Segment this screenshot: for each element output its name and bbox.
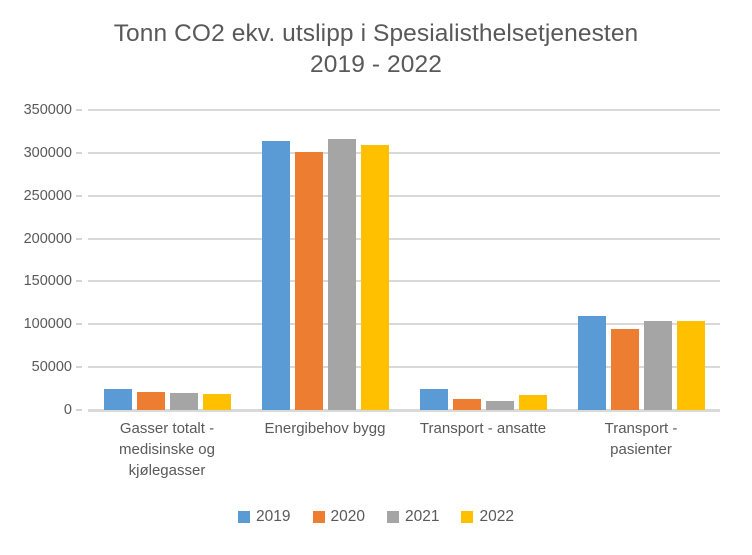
legend-item-2020[interactable]: 2020 <box>312 508 365 525</box>
y-axis-tick-mark <box>76 237 82 240</box>
x-axis-label-line: medisinske og <box>119 441 215 458</box>
bar-2019[interactable] <box>103 389 132 410</box>
legend-swatch-icon <box>238 511 251 523</box>
y-axis-tick-label: 250000 <box>23 187 72 204</box>
x-axis-label-line: Transport - <box>604 420 678 437</box>
bar-2021[interactable] <box>485 401 514 410</box>
chart-legend: 2019 2020 2021 2022 <box>0 509 752 525</box>
bar-slot <box>360 110 389 410</box>
y-axis-tick-mark <box>76 194 82 197</box>
bar-2020[interactable] <box>294 152 323 410</box>
y-axis: 350000 300000 250000 200000 150000 100000 5000… <box>0 103 82 417</box>
bar-2022[interactable] <box>360 145 389 410</box>
bar-slot <box>577 110 606 410</box>
bar-2020[interactable] <box>452 398 481 410</box>
bar-2022[interactable] <box>202 393 231 410</box>
legend-label: 2022 <box>479 508 514 525</box>
x-axis-label-line: Gasser totalt - <box>119 420 215 437</box>
bar-slot <box>261 110 290 410</box>
x-axis-label-line: kjølegasser <box>128 462 206 479</box>
bar-2020[interactable] <box>136 392 165 410</box>
bar-slot <box>327 110 356 410</box>
bar-2019[interactable] <box>261 140 290 410</box>
bar-group <box>562 110 720 410</box>
x-axis-label-line: pasienter <box>610 441 672 458</box>
y-axis-tick-mark <box>76 151 82 154</box>
bar-slot <box>518 110 547 410</box>
bar-slot <box>610 110 639 410</box>
legend-swatch-icon <box>387 511 399 523</box>
x-axis-line <box>88 409 720 412</box>
y-axis-tick-label: 350000 <box>23 102 72 118</box>
bar-groups <box>88 110 720 410</box>
bar-2022[interactable] <box>518 395 547 410</box>
x-axis-label-line: Transport - ansatte <box>419 420 547 437</box>
bar-slot <box>103 110 132 410</box>
legend-item-2019[interactable]: 2019 <box>238 508 291 525</box>
x-axis-category-label: Transport - ansatte <box>404 418 562 481</box>
y-axis-tick-mark <box>76 109 82 111</box>
plot-area <box>88 109 720 412</box>
y-axis-tick-label: 100000 <box>23 316 72 333</box>
y-axis-tick-label: 200000 <box>23 230 72 247</box>
legend-item-2021[interactable]: 2021 <box>387 509 439 525</box>
bar-2021[interactable] <box>327 139 356 410</box>
bar-2020[interactable] <box>610 329 639 410</box>
gridline <box>88 323 720 326</box>
bar-group <box>246 110 404 410</box>
legend-label: 2021 <box>405 508 440 525</box>
x-axis-labels: Gasser totalt - medisinske og kjølegasser E… <box>88 418 720 481</box>
y-axis-tick-mark <box>76 323 82 326</box>
gridline <box>88 366 720 369</box>
y-axis-tick-label: 150000 <box>23 273 72 290</box>
bar-2021[interactable] <box>169 392 198 410</box>
bar-2021[interactable] <box>643 320 672 410</box>
x-axis-label-line: Energibehov bygg <box>264 420 386 437</box>
legend-label: 2020 <box>330 508 365 525</box>
bar-slot <box>485 110 514 410</box>
gridline <box>88 109 720 111</box>
y-axis-tick-label: 50000 <box>31 359 72 376</box>
bar-slot <box>136 110 165 410</box>
chart-title-line-1: Tonn CO2 ekv. utslipp i Spesialisthelset… <box>113 20 639 47</box>
x-axis-category-label: Energibehov bygg <box>246 418 404 481</box>
legend-label: 2019 <box>256 508 291 525</box>
bar-slot <box>294 110 323 410</box>
gridline <box>88 237 720 240</box>
bar-group <box>88 110 246 410</box>
bar-slot <box>169 110 198 410</box>
bar-slot <box>419 110 448 410</box>
legend-swatch-icon <box>461 511 474 523</box>
bar-slot <box>202 110 231 410</box>
bar-2019[interactable] <box>577 315 606 410</box>
y-axis-tick-label: 0 <box>63 402 72 418</box>
legend-swatch-icon <box>312 511 325 523</box>
y-axis-tick-mark <box>76 366 82 369</box>
x-axis-category-label: Gasser totalt - medisinske og kjølegasser <box>88 418 246 481</box>
chart-title: Tonn CO2 ekv. utslipp i Spesialisthelset… <box>60 18 692 80</box>
bar-2019[interactable] <box>419 389 448 410</box>
legend-item-2022[interactable]: 2022 <box>461 508 514 525</box>
gridline <box>88 194 720 197</box>
y-axis-tick-mark <box>76 409 82 411</box>
gridline <box>88 151 720 154</box>
bar-slot <box>676 110 705 410</box>
bar-group <box>404 110 562 410</box>
y-axis-tick-label: 300000 <box>23 144 72 161</box>
bar-slot <box>452 110 481 410</box>
bar-slot <box>643 110 672 410</box>
y-axis-tick-mark <box>76 280 82 283</box>
chart-title-line-2: 2019 - 2022 <box>310 51 442 78</box>
x-axis-category-label: Transport - pasienter <box>562 418 720 481</box>
bar-2022[interactable] <box>676 320 705 410</box>
gridline <box>88 280 720 283</box>
